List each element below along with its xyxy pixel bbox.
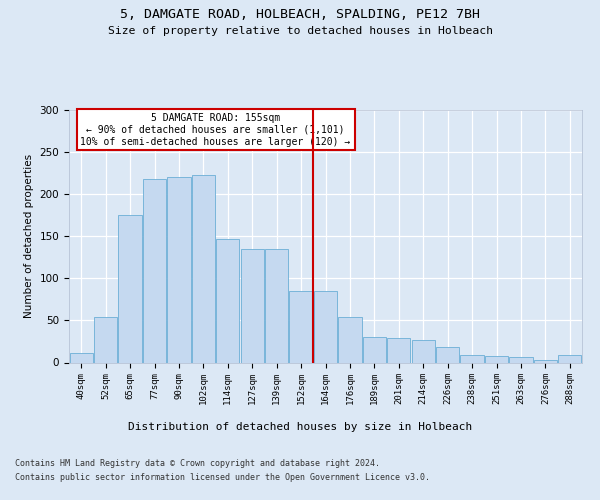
Bar	[192, 175, 215, 362]
Bar	[167, 178, 191, 362]
Bar	[94, 317, 117, 362]
Text: Contains public sector information licensed under the Open Government Licence v3: Contains public sector information licen…	[15, 473, 430, 482]
Bar	[118, 215, 142, 362]
Bar	[216, 239, 239, 362]
Text: Distribution of detached houses by size in Holbeach: Distribution of detached houses by size …	[128, 422, 472, 432]
Bar	[363, 337, 386, 362]
Text: 5, DAMGATE ROAD, HOLBEACH, SPALDING, PE12 7BH: 5, DAMGATE ROAD, HOLBEACH, SPALDING, PE1…	[120, 8, 480, 22]
Bar	[338, 317, 362, 362]
Bar	[558, 355, 581, 362]
Text: Size of property relative to detached houses in Holbeach: Size of property relative to detached ho…	[107, 26, 493, 36]
Text: Contains HM Land Registry data © Crown copyright and database right 2024.: Contains HM Land Registry data © Crown c…	[15, 459, 380, 468]
Bar	[143, 179, 166, 362]
Bar	[485, 356, 508, 362]
Bar	[534, 360, 557, 362]
Bar	[436, 346, 459, 362]
Bar	[289, 291, 313, 362]
Bar	[509, 358, 533, 362]
Bar	[314, 291, 337, 362]
Bar	[70, 353, 93, 362]
Bar	[265, 249, 288, 362]
Bar	[412, 340, 435, 362]
Bar	[460, 355, 484, 362]
Text: 5 DAMGATE ROAD: 155sqm
← 90% of detached houses are smaller (1,101)
10% of semi-: 5 DAMGATE ROAD: 155sqm ← 90% of detached…	[80, 114, 350, 146]
Y-axis label: Number of detached properties: Number of detached properties	[24, 154, 34, 318]
Bar	[241, 249, 264, 362]
Bar	[387, 338, 410, 362]
